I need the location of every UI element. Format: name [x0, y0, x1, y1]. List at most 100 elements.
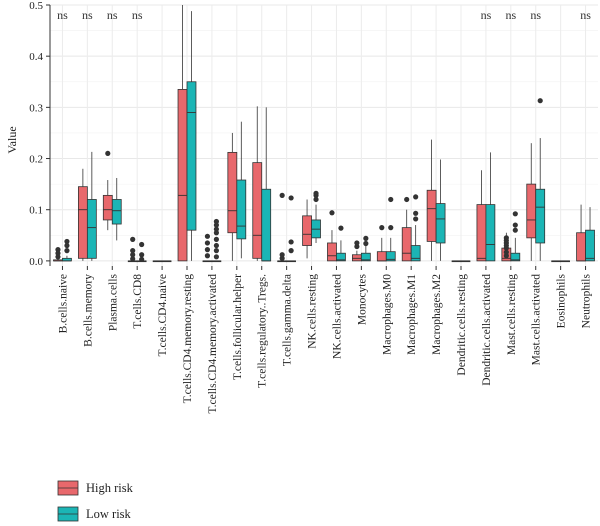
box-high-risk	[227, 151, 238, 234]
box-low-risk	[261, 188, 272, 262]
outlier-point-high-risk	[354, 240, 360, 246]
box-group-10	[277, 192, 297, 263]
outlier-point-low-risk	[213, 248, 219, 254]
outlier-point-high-risk	[130, 248, 136, 254]
box-low-risk	[186, 81, 197, 231]
significance-label: ns	[132, 8, 143, 22]
outlier-point-low-risk	[288, 239, 294, 245]
plot-panel	[50, 5, 598, 266]
outlier-point-low-risk	[512, 227, 518, 233]
outlier-point-low-risk	[288, 248, 294, 254]
outlier-point-low-risk	[313, 190, 319, 196]
box-group-3	[102, 150, 122, 241]
box-group-16	[426, 139, 446, 261]
outlier-point-high-risk	[329, 210, 335, 216]
y-tick-label: 0.5	[29, 0, 43, 12]
y-tick-label: 0.2	[29, 154, 43, 166]
box-high-risk	[526, 183, 537, 239]
outlier-point-high-risk	[55, 247, 61, 253]
outlier-point-high-risk	[279, 255, 285, 261]
category-label: B.cells.memory	[82, 274, 94, 347]
outlier-point-low-risk	[413, 216, 419, 222]
outlier-point-high-risk	[503, 249, 509, 255]
outlier-point-low-risk	[363, 235, 369, 241]
category-labels: B.cells.naive B.cells.memory Plasma.cells T…	[57, 273, 592, 413]
outlier-point-low-risk	[413, 194, 419, 200]
box-high-risk	[327, 242, 337, 262]
category-label: Monocytes	[356, 273, 368, 325]
y-tick-label: 0.4	[29, 51, 43, 63]
outlier-point-low-risk	[512, 222, 518, 228]
category-label: NK.cells.activated	[331, 274, 343, 359]
outlier-point-low-risk	[64, 242, 70, 249]
box-group-11	[302, 190, 321, 259]
significance-label: ns	[481, 8, 492, 22]
box-high-risk	[426, 189, 437, 242]
box-group-4	[127, 236, 147, 263]
box-group-1	[53, 238, 72, 262]
box-low-risk	[336, 252, 346, 262]
outlier-point-low-risk	[64, 248, 70, 254]
category-label: Mast.cells.resting	[506, 274, 518, 355]
outlier-point-high-risk	[204, 233, 211, 239]
box-high-risk	[401, 227, 412, 262]
category-label: T.cells.follicular.helper	[232, 274, 244, 380]
outlier-point-high-risk	[379, 225, 385, 231]
box-high-risk	[102, 194, 113, 221]
box-group-20	[526, 98, 546, 261]
box-low-risk	[585, 229, 595, 262]
outlier-point-low-risk	[213, 218, 219, 225]
outlier-point-low-risk	[139, 256, 145, 262]
box-high-risk	[351, 254, 362, 262]
outlier-point-high-risk	[279, 252, 285, 258]
legend-label-high-risk: High risk	[86, 481, 134, 495]
outlier-point-high-risk	[204, 253, 211, 259]
outlier-point-high-risk	[354, 243, 360, 250]
category-label: NK.cells.resting	[307, 274, 319, 349]
outlier-point-high-risk	[204, 247, 211, 253]
category-label: Macrophages.M0	[381, 274, 393, 355]
box-group-13	[351, 235, 371, 262]
category-label: T.cells.regulatory..Tregs.	[257, 274, 269, 388]
box-group-21	[551, 260, 571, 263]
axes: 0.0 0.1 0.2 0.3 0.4 0.5	[29, 0, 587, 270]
legend: High risk Low risk	[57, 480, 134, 522]
category-label: T.cells.CD8	[132, 274, 144, 329]
outlier-point-low-risk	[512, 211, 518, 217]
outlier-point-high-risk	[55, 250, 61, 256]
significance-label: ns	[57, 8, 68, 22]
y-tick-label: 0.3	[29, 102, 43, 114]
outlier-point-low-risk	[213, 230, 219, 236]
outlier-point-high-risk	[105, 150, 111, 157]
box-group-14	[376, 196, 396, 262]
box-low-risk	[360, 252, 371, 262]
category-label: Dendritic.cells.activated	[481, 274, 493, 386]
box-low-risk	[111, 199, 122, 225]
outlier-point-high-risk	[55, 254, 61, 260]
box-group-19	[501, 211, 521, 262]
category-label: Plasma.cells	[107, 273, 119, 331]
box-series	[53, 5, 595, 263]
outlier-point-low-risk	[363, 240, 369, 247]
outlier-point-high-risk	[130, 252, 136, 258]
outlier-point-low-risk	[213, 222, 219, 228]
outlier-point-low-risk	[213, 236, 219, 242]
box-high-risk	[476, 204, 487, 262]
box-low-risk	[385, 251, 396, 262]
category-label: Neutrophils	[581, 273, 593, 328]
significance-label: ns	[82, 8, 93, 22]
outlier-point-low-risk	[313, 196, 319, 203]
category-label: T.cells.CD4.memory.activated	[207, 274, 219, 414]
box-group-8	[227, 121, 247, 261]
box-low-risk	[485, 204, 496, 262]
y-tick-label: 0.1	[29, 205, 43, 217]
outlier-point-low-risk	[388, 225, 394, 231]
outlier-point-high-risk	[404, 196, 410, 203]
category-label: Eosinophils	[556, 273, 568, 328]
outlier-point-low-risk	[388, 196, 394, 203]
box-group-9	[252, 106, 272, 262]
significance-labels: ns ns ns ns ns ns ns ns	[57, 8, 591, 22]
box-group-6	[177, 5, 197, 262]
box-low-risk	[535, 188, 546, 244]
box-high-risk	[77, 186, 88, 259]
